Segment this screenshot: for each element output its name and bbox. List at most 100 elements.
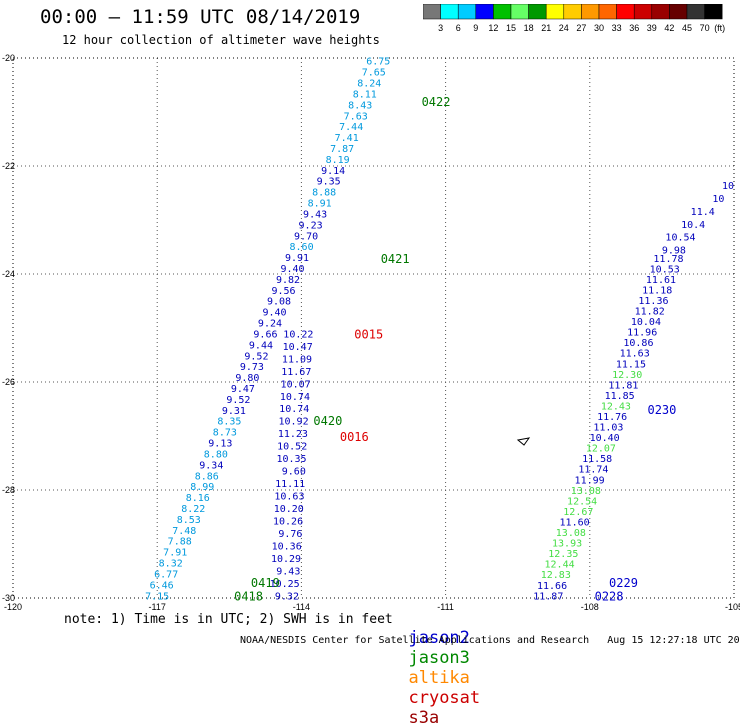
- pass-time-label: 0015: [354, 327, 383, 341]
- swh-value: 7.15: [145, 591, 169, 602]
- swh-value: 11.82: [635, 307, 665, 318]
- legend-jason3: jason3: [408, 648, 470, 668]
- swh-value: 10.26: [273, 516, 303, 527]
- swh-value: 8.88: [312, 188, 336, 199]
- legend-altika: altika: [408, 668, 470, 688]
- swh-value: 8.80: [204, 449, 228, 460]
- swh-value: 12.44: [545, 560, 575, 571]
- color-scale-label: 39: [647, 23, 657, 33]
- swh-value: 11.15: [616, 359, 646, 370]
- swh-value: 9.14: [321, 166, 345, 177]
- swh-value: 11.61: [646, 275, 676, 286]
- swh-value: 9.40: [262, 308, 286, 319]
- swh-value: 10.92: [279, 417, 309, 428]
- color-swatch: [704, 4, 723, 20]
- swh-value: 11.74: [578, 465, 608, 476]
- color-scale-label: 30: [594, 23, 604, 33]
- swh-value: 9.23: [299, 220, 323, 231]
- swh-value: 9.52: [226, 395, 250, 406]
- swh-value: 11.11: [275, 479, 305, 490]
- swh-value: 9.24: [258, 319, 282, 330]
- swh-value: 7.48: [172, 526, 196, 537]
- swh-value: 8.24: [357, 79, 381, 90]
- swh-value: 10.52: [277, 442, 307, 453]
- swh-value: 13.08: [556, 528, 586, 539]
- swh-value: 11.67: [281, 367, 311, 378]
- swh-value: 13.93: [552, 539, 582, 550]
- color-scale: 3 6 9 12 15 18 21 24 27 30 33 36 39 42 45 70 (ft): [423, 4, 725, 33]
- swh-value: 10.36: [272, 541, 302, 552]
- axis-ticks: -120 -117 -114 -111 -108 -105 -20 -22 -24 -26 -28 -…: [2, 53, 740, 612]
- swh-value: 11.66: [537, 581, 567, 592]
- color-scale-label: 21: [541, 23, 551, 33]
- swh-value: 10.74: [280, 392, 310, 403]
- swh-value: 13.08: [571, 486, 601, 497]
- color-swatch: [651, 4, 670, 20]
- swh-value: 10.25: [270, 579, 300, 590]
- grid-lines: [12, 57, 735, 599]
- color-swatch: [423, 4, 441, 20]
- color-scale-label: 24: [559, 23, 569, 33]
- color-scale-label: 12: [488, 23, 498, 33]
- swh-value: 6.46: [150, 580, 174, 591]
- swh-value: 7.91: [163, 548, 187, 559]
- swh-value: 9.56: [271, 286, 295, 297]
- swh-value: 9.70: [294, 231, 318, 242]
- swh-value: 8.35: [217, 417, 241, 428]
- swh-value: 11.60: [560, 517, 590, 528]
- swh-value: 6.75: [366, 57, 390, 68]
- swh-value: 12.83: [541, 570, 571, 581]
- y-tick-label: -20: [2, 53, 15, 63]
- swh-value: 8.86: [195, 471, 219, 482]
- swh-value: 11.76: [597, 412, 627, 423]
- swh-value: 9.76: [278, 529, 302, 540]
- swh-value: 11.36: [638, 296, 668, 307]
- swh-value: 9.98: [662, 246, 686, 257]
- swh-value: 9.44: [249, 340, 273, 351]
- color-scale-label: 3: [438, 23, 443, 33]
- swh-value: 10: [712, 194, 724, 205]
- page-subtitle: 12 hour collection of altimeter wave hei…: [62, 33, 380, 47]
- satellite-legend: jason2 jason3 altika cryosat s3a: [388, 608, 490, 728]
- color-scale-label: 9: [473, 23, 478, 33]
- note-text: note: 1) Time is in UTC; 2) SWH is in fe…: [64, 612, 393, 627]
- color-swatch: [598, 4, 617, 20]
- swh-value: 8.11: [353, 89, 377, 100]
- x-tick-label: -120: [4, 602, 22, 612]
- pass-time-label: 0421: [381, 252, 410, 266]
- color-swatch: [528, 4, 547, 20]
- legend-s3a: s3a: [408, 708, 440, 728]
- swh-value: 8.73: [213, 428, 237, 439]
- color-swatch: [563, 4, 582, 20]
- swh-value: 9.31: [222, 406, 246, 417]
- x-tick-label: -108: [581, 602, 599, 612]
- swh-value: 7.88: [168, 537, 192, 548]
- swh-value: 8.91: [308, 199, 332, 210]
- swh-value: 8.99: [190, 482, 214, 493]
- swh-value: 8.19: [326, 155, 350, 166]
- swh-value: 7.87: [330, 144, 354, 155]
- swh-value: 10.20: [274, 504, 304, 515]
- swh-value: 12.67: [563, 507, 593, 518]
- swh-value: 6.77: [154, 569, 178, 580]
- swh-value: 12.43: [601, 401, 631, 412]
- swh-value: 10.47: [283, 342, 313, 353]
- swh-value: 11.99: [575, 475, 605, 486]
- pass-time-label: 0418: [234, 589, 263, 603]
- legend-cryosat: cryosat: [408, 688, 481, 708]
- swh-value: 11.23: [278, 429, 308, 440]
- color-swatch: [440, 4, 459, 20]
- swh-value: 11.18: [642, 285, 672, 296]
- swh-value: 11.87: [533, 591, 563, 602]
- color-scale-label: 42: [664, 23, 674, 33]
- color-scale-label: 27: [576, 23, 586, 33]
- color-swatch: [581, 4, 600, 20]
- y-tick-label: -22: [2, 161, 15, 171]
- swh-value: 9.40: [280, 264, 304, 275]
- swh-value: 11.09: [282, 354, 312, 365]
- swh-value: 9.32: [275, 591, 299, 602]
- swh-value: 7.44: [339, 122, 363, 133]
- swh-value: 9.52: [244, 351, 268, 362]
- pass-time-label: 0230: [647, 403, 676, 417]
